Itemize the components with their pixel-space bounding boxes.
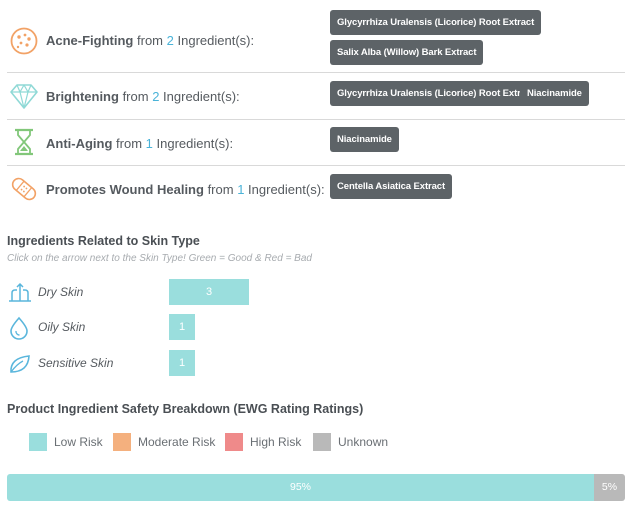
benefit-suffix: Ingredient(s): — [156, 136, 234, 151]
legend-swatch — [113, 433, 131, 451]
ingredient-tag-licorice[interactable]: Glycyrrhiza Uralensis (Licorice) Root Ex… — [330, 81, 542, 106]
benefit-from: from — [207, 182, 234, 197]
benefit-label: Acne-Fighting from 2 Ingredient(s): — [46, 33, 254, 49]
benefit-from: from — [122, 89, 149, 104]
safety-segment: 5% — [594, 474, 625, 501]
benefit-row-wound-healing: Promotes Wound Healing from 1 Ingredient… — [7, 166, 625, 212]
benefit-suffix: Ingredient(s): — [177, 33, 255, 48]
legend-swatch — [225, 433, 243, 451]
benefit-count: 1 — [145, 136, 153, 151]
benefit-suffix: Ingredient(s): — [248, 182, 325, 197]
benefit-name: Promotes Wound Healing — [46, 182, 204, 197]
skin-count-bar[interactable]: 3 — [169, 279, 249, 305]
skin-type-subtitle: Click on the arrow next to the Skin Type… — [7, 253, 312, 264]
leaf-icon — [7, 352, 33, 376]
benefit-label: Promotes Wound Healing from 1 Ingredient… — [46, 182, 325, 198]
dry-skin-icon — [7, 281, 33, 305]
benefit-from: from — [137, 33, 164, 48]
skin-label: Dry Skin — [38, 285, 84, 299]
skin-label: Oily Skin — [38, 320, 86, 334]
skin-count-bar[interactable]: 1 — [169, 350, 195, 376]
skin-row-dry[interactable]: Dry Skin 3 — [7, 279, 307, 307]
benefit-name: Acne-Fighting — [46, 33, 134, 48]
legend-swatch — [313, 433, 331, 451]
skin-row-sensitive[interactable]: Sensitive Skin 1 — [7, 350, 307, 378]
benefit-count: 1 — [237, 182, 245, 197]
benefit-from: from — [116, 136, 143, 151]
ingredient-tag-niacinamide[interactable]: Niacinamide — [330, 127, 399, 152]
ingredient-tag-niacinamide[interactable]: Niacinamide — [520, 81, 589, 106]
safety-title: Product Ingredient Safety Breakdown (EWG… — [7, 402, 364, 416]
safety-segment: 95% — [7, 474, 594, 501]
skin-count-bar[interactable]: 1 — [169, 314, 195, 340]
benefit-suffix: Ingredient(s): — [163, 89, 240, 104]
benefit-count: 2 — [152, 89, 160, 104]
ingredient-tag-centella[interactable]: Centella Asiatica Extract — [330, 174, 453, 199]
safety-breakdown-bar: 95% 5% — [7, 474, 625, 501]
legend-swatch — [29, 433, 47, 451]
ingredient-tag-licorice[interactable]: Glycyrrhiza Uralensis (Licorice) Root Ex… — [330, 10, 542, 35]
skin-row-oily[interactable]: Oily Skin 1 — [7, 314, 307, 342]
legend-label: Unknown — [338, 435, 389, 449]
legend-label: Low Risk — [54, 435, 103, 449]
benefit-name: Anti-Aging — [46, 136, 113, 151]
acne-dots-icon — [9, 26, 39, 56]
bandage-icon — [9, 174, 39, 204]
hourglass-icon — [9, 127, 39, 157]
legend-label: Moderate Risk — [138, 435, 216, 449]
benefit-count: 2 — [166, 33, 174, 48]
benefit-label: Anti-Aging from 1 Ingredient(s): — [46, 136, 233, 152]
oily-drop-icon — [7, 316, 33, 340]
skin-label: Sensitive Skin — [38, 356, 114, 370]
benefit-label: Brightening from 2 Ingredient(s): — [46, 89, 240, 105]
benefit-row-brightening: Brightening from 2 Ingredient(s): Glycyr… — [7, 73, 625, 120]
ingredient-tag-willow-bark[interactable]: Salix Alba (Willow) Bark Extract — [330, 40, 484, 65]
benefit-name: Brightening — [46, 89, 119, 104]
diamond-icon — [9, 81, 39, 111]
legend-label: High Risk — [250, 435, 302, 449]
skin-type-title: Ingredients Related to Skin Type — [7, 234, 200, 248]
benefit-row-acne-fighting: Acne-Fighting from 2 Ingredient(s): Glyc… — [7, 6, 625, 73]
benefit-row-anti-aging: Anti-Aging from 1 Ingredient(s): Niacina… — [7, 120, 625, 166]
